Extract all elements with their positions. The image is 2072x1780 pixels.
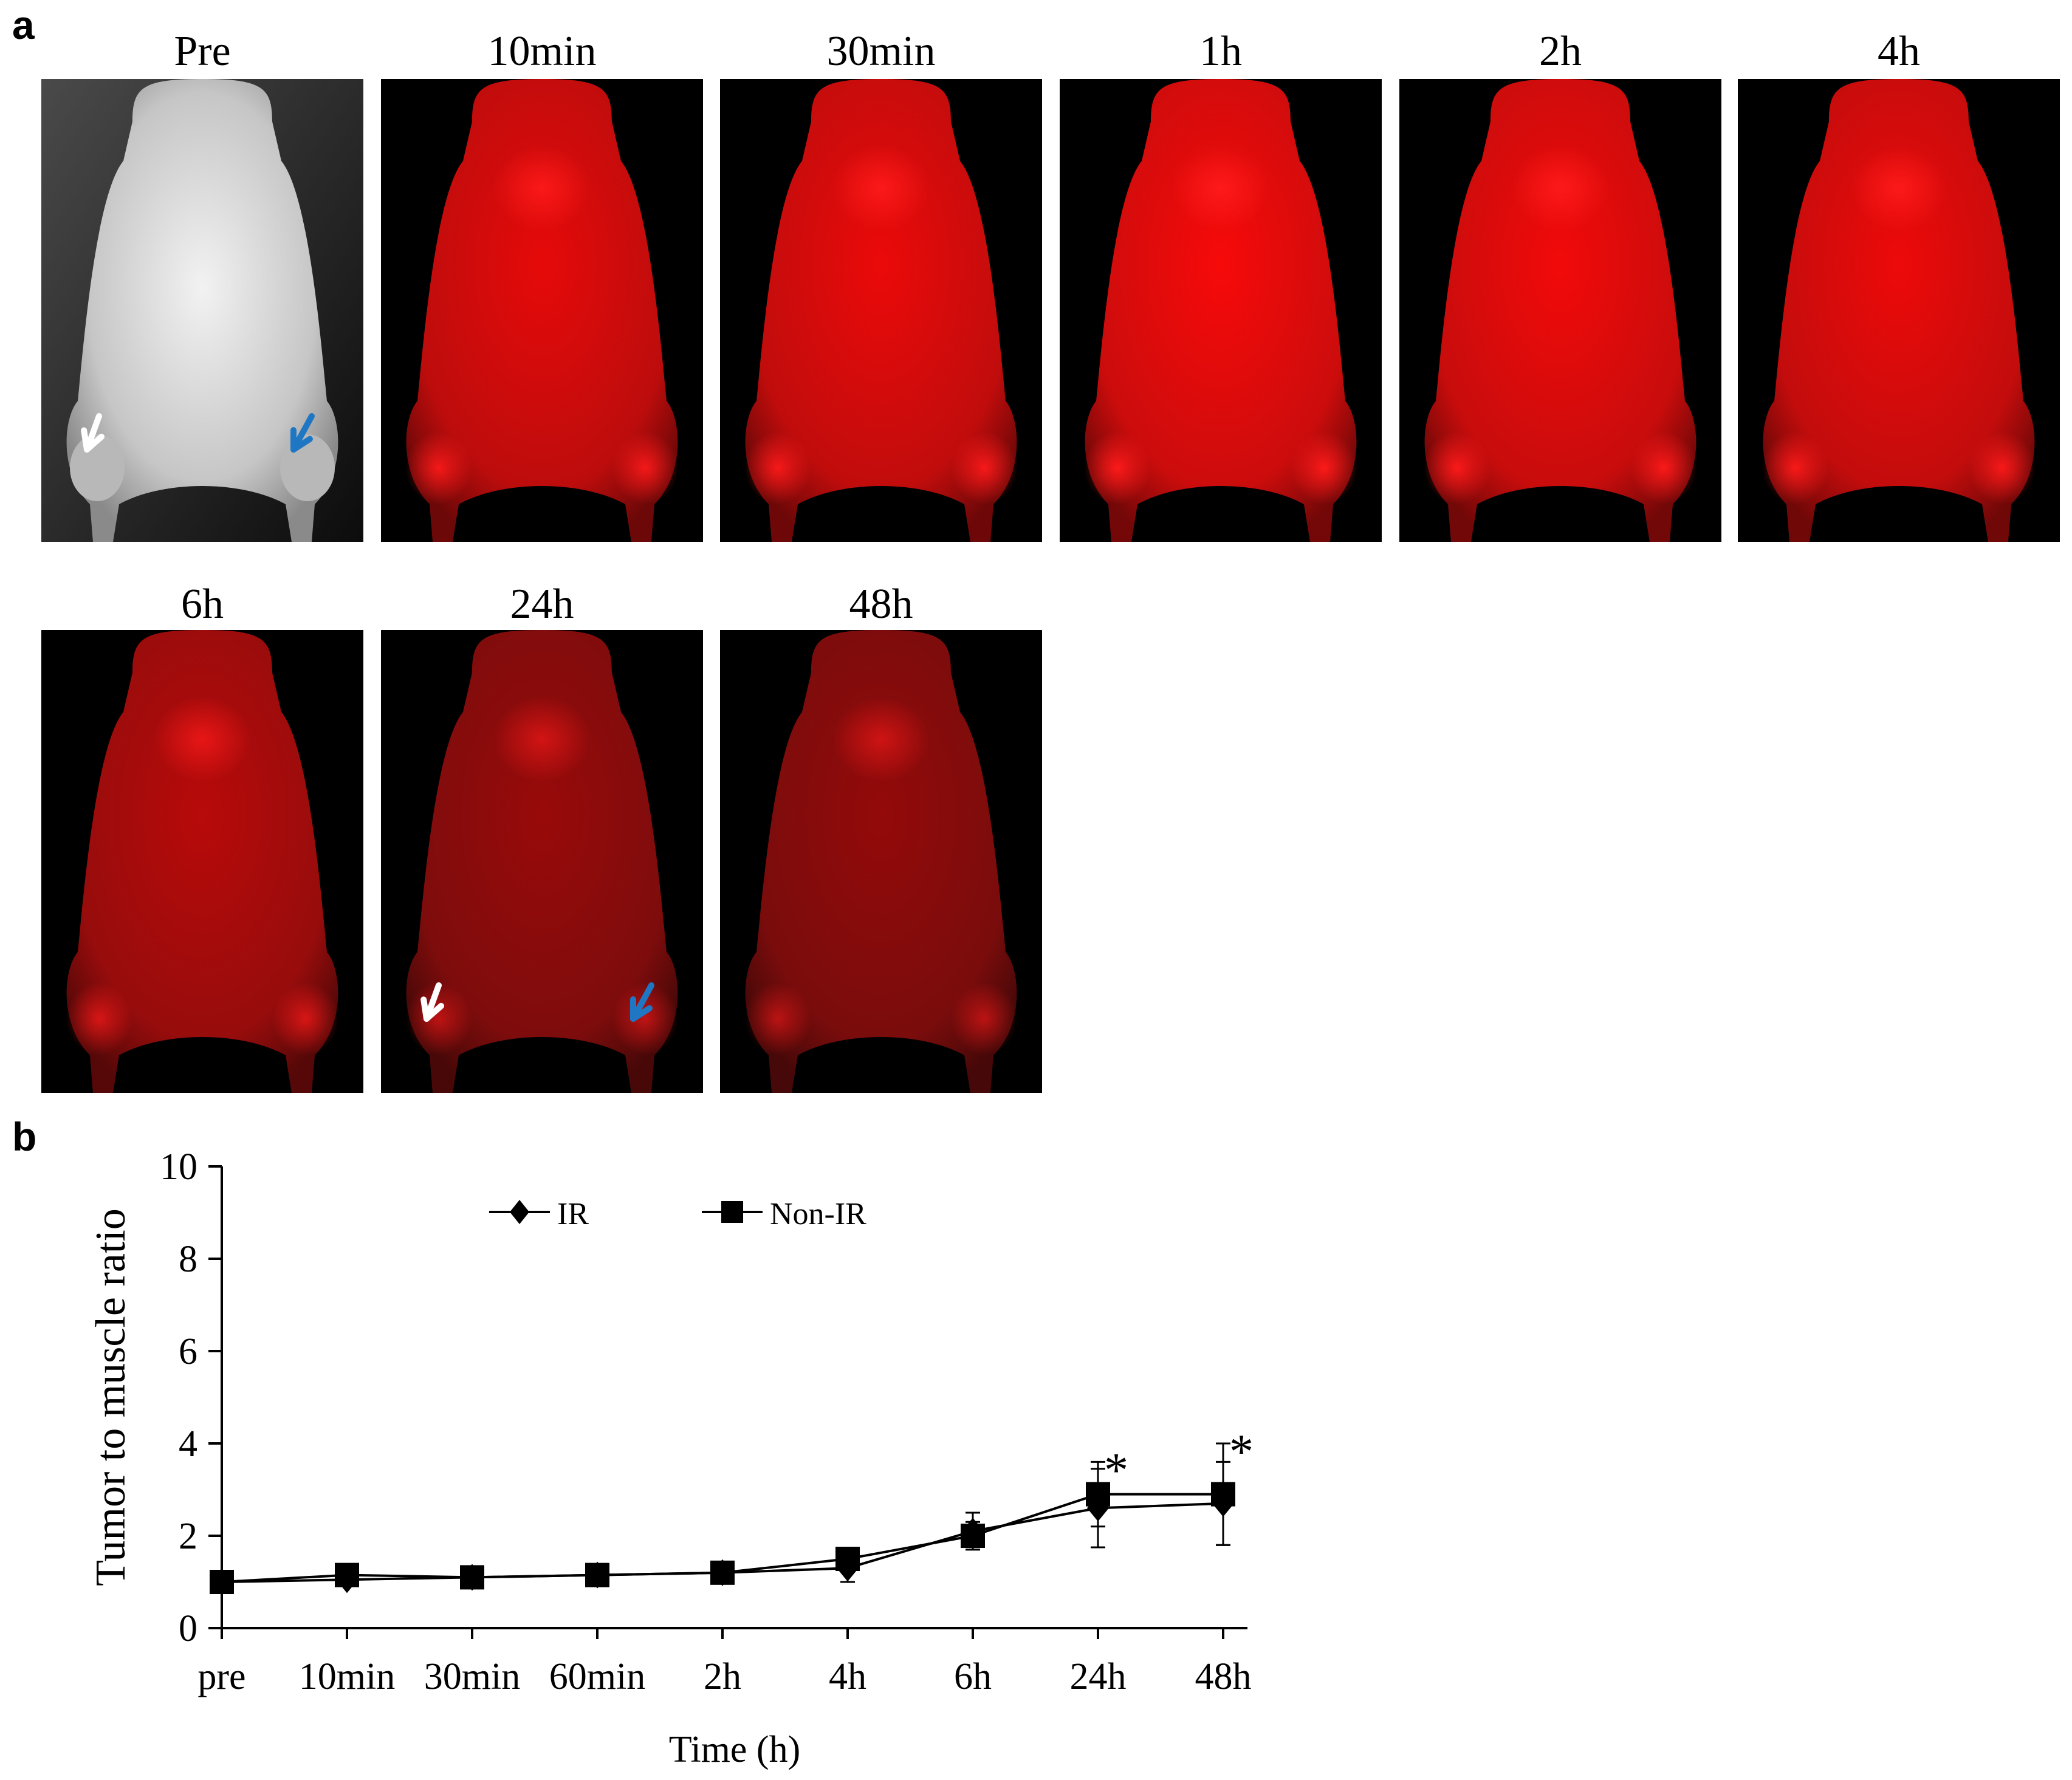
blue-arrow-icon [290,413,315,453]
legend-square-icon [721,1201,743,1223]
timepoint-label: 4h [1878,28,1920,75]
data-point-square [585,1563,609,1587]
x-tick-label: 24h [1070,1656,1127,1697]
mouse-image [41,630,363,1093]
y-tick-label: 6 [179,1331,197,1372]
y-axis-label: Tumor to muscle ratio [87,1208,134,1586]
timepoint-label: 1h [1199,28,1242,75]
panel-a-letter: a [12,2,35,47]
significance-asterisk: * [1229,1425,1254,1479]
blue-arrow-icon [629,982,654,1022]
mouse-image [381,630,703,1093]
legend-diamond-icon [510,1200,529,1224]
data-point-square [210,1570,234,1594]
x-tick-label: 2h [704,1656,741,1697]
data-point-square [835,1547,860,1571]
mouse-image [720,79,1042,542]
panel-b-letter: b [12,1114,37,1159]
y-tick-label: 4 [179,1423,197,1465]
x-tick-label: 10min [299,1656,395,1697]
mouse-image [1738,79,2060,542]
white-arrow-icon [81,413,105,453]
x-tick-label: 48h [1195,1656,1252,1697]
y-tick-label: 2 [179,1516,197,1557]
timepoint-label: 6h [181,581,224,628]
timepoint-label: 2h [1539,28,1582,75]
x-axis-label: Time (h) [669,1729,800,1770]
x-tick-label: 30min [424,1656,520,1697]
mouse-image [381,79,703,542]
mouse-image [720,630,1042,1093]
legend-label: Non-IR [770,1197,866,1231]
timepoint-label: 48h [849,581,913,628]
data-point-square [961,1524,985,1548]
timepoint-label: 30min [826,28,936,75]
data-point-square [460,1565,484,1590]
mouse-image [41,79,363,542]
y-tick-label: 0 [179,1608,197,1649]
mouse-image [1399,79,1721,542]
mouse-image [1060,79,1382,542]
data-point-square [335,1563,359,1587]
timepoint-label: Pre [174,28,231,75]
white-arrow-icon [420,982,445,1022]
timepoint-label: 10min [487,28,597,75]
data-point-square [1086,1482,1110,1507]
x-tick-label: 6h [954,1656,992,1697]
data-point-square [710,1560,735,1585]
significance-asterisk: * [1104,1443,1128,1497]
data-point-square [1211,1482,1235,1507]
x-tick-label: 4h [829,1656,866,1697]
ratio-line-chart: 0 2 4 6 8 10 pre 10min 30min 60min 2h 4h 6h 24h 48h Tim… [87,1146,1254,1770]
x-tick-label: pre [197,1656,245,1697]
timepoint-label: 24h [510,581,574,628]
x-tick-label: 60min [549,1656,645,1697]
y-tick-label: 8 [179,1239,197,1280]
legend-label: IR [557,1197,589,1231]
y-tick-label: 10 [160,1146,197,1188]
